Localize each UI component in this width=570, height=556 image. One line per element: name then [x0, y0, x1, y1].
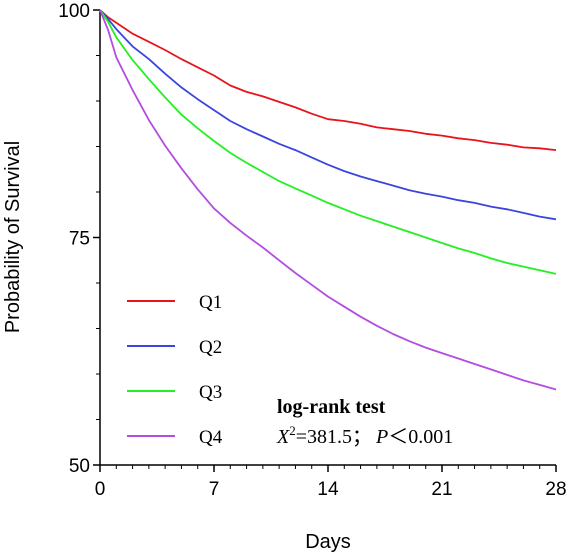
annotation-statistics: X2=381.5； P＜0.001: [276, 423, 453, 448]
legend-label-q2: Q2: [199, 337, 222, 358]
series-line-q4: [99, 9, 557, 391]
p-value: ＜0.001: [388, 426, 453, 448]
series-lines: [99, 9, 557, 391]
x-axis-label: Days: [305, 531, 351, 553]
series-line-q2: [99, 9, 557, 221]
y-tick-label: 100: [58, 1, 90, 22]
x-tick-label: 21: [431, 479, 452, 500]
series-line-q3: [99, 9, 557, 275]
chi-symbol: X: [276, 426, 290, 448]
series-line-q1: [99, 9, 557, 151]
legend: Q1 Q2 Q3 Q4: [127, 292, 223, 448]
x-tick-label: 7: [209, 479, 220, 500]
x-tick-label: 14: [317, 479, 339, 500]
x-tick-label: 0: [95, 479, 106, 500]
p-symbol: P: [375, 426, 388, 448]
annotation-heading: log-rank test: [277, 396, 386, 418]
y-tick-label: 75: [69, 229, 90, 250]
legend-label-q3: Q3: [199, 382, 222, 403]
chi-value: =381.5；: [296, 426, 372, 448]
x-tick-label: 28: [545, 479, 566, 500]
y-axis-label: Probability of Survival: [2, 141, 24, 333]
axis-ticks: 0 7 14 21 28 50 75 100: [58, 1, 566, 500]
log-rank-annotation: log-rank test X2=381.5； P＜0.001: [276, 396, 453, 448]
y-tick-label: 50: [69, 456, 90, 477]
legend-label-q4: Q4: [199, 427, 223, 448]
legend-label-q1: Q1: [199, 292, 222, 313]
chi-power: 2: [289, 423, 296, 438]
